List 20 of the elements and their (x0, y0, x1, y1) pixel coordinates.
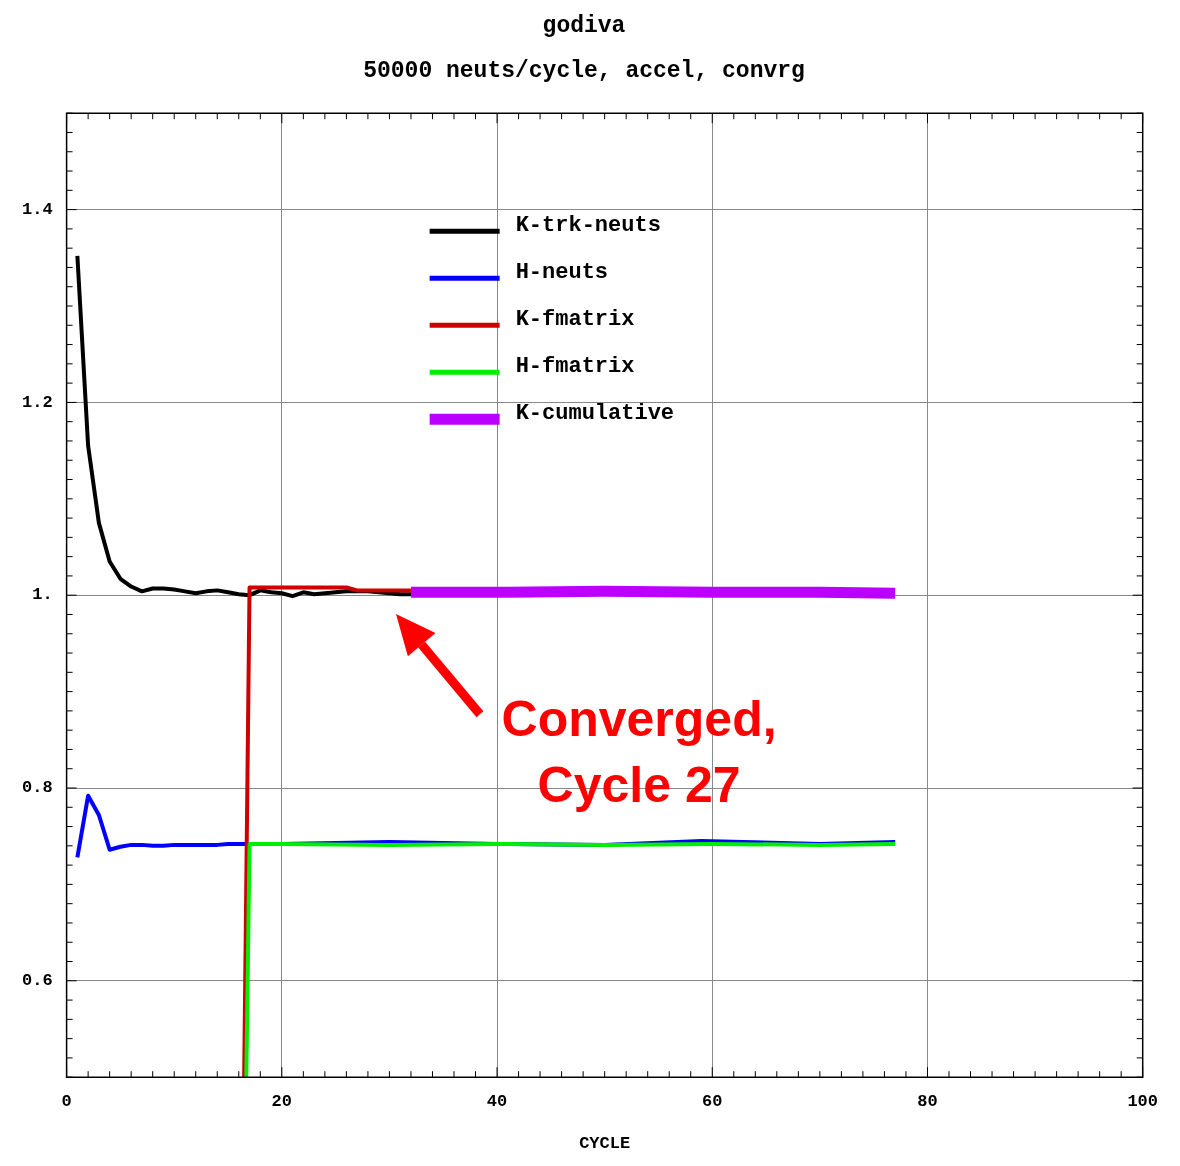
y-tick-label: 0.8 (22, 778, 53, 798)
legend-label: H-neuts (515, 259, 609, 285)
x-tick-label: 60 (702, 1091, 723, 1111)
legend-label: K-trk-neuts (515, 212, 661, 238)
chart-subtitle: 50000 neuts/cycle, accel, convrg (363, 58, 805, 85)
x-tick-label: 0 (61, 1091, 72, 1111)
chart-title: godiva (542, 12, 626, 39)
y-tick-label: 1. (32, 585, 53, 605)
legend-label: K-cumulative (515, 400, 675, 426)
x-tick-label: 20 (271, 1091, 293, 1111)
y-tick-label: 1.2 (22, 392, 53, 412)
x-tick-label: 40 (486, 1091, 508, 1111)
legend-label: K-fmatrix (515, 306, 635, 332)
y-tick-label: 1.4 (22, 199, 53, 219)
x-tick-label: 100 (1127, 1091, 1158, 1111)
x-tick-label: 80 (917, 1091, 938, 1111)
y-tick-label: 0.6 (22, 971, 53, 991)
legend-label: H-fmatrix (515, 353, 635, 379)
annotation: Converged, Cycle 27 (501, 691, 777, 814)
x-axis-title: CYCLE (579, 1134, 631, 1154)
